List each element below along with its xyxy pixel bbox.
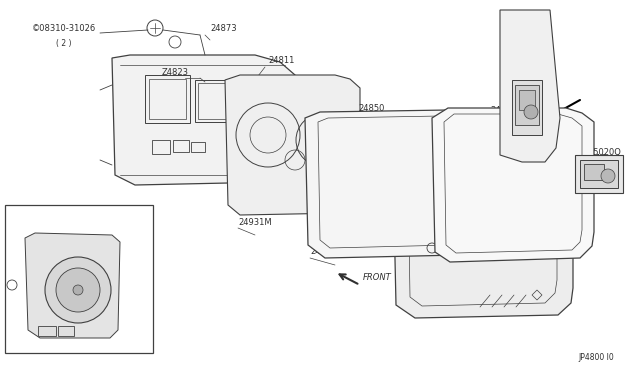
Text: 24869H: 24869H <box>10 337 40 346</box>
Polygon shape <box>25 233 120 338</box>
Circle shape <box>45 257 111 323</box>
Bar <box>58 326 74 336</box>
Bar <box>584 164 604 180</box>
Bar <box>519 90 535 110</box>
Circle shape <box>56 268 100 312</box>
Bar <box>149 79 186 119</box>
Polygon shape <box>112 55 295 185</box>
Bar <box>580 160 618 188</box>
Bar <box>38 326 56 336</box>
Text: 24873: 24873 <box>210 23 237 32</box>
Polygon shape <box>225 75 360 215</box>
Text: ©08310-31026: ©08310-31026 <box>32 23 96 32</box>
Text: 24811: 24811 <box>268 55 294 64</box>
Text: 24813: 24813 <box>580 154 607 163</box>
Bar <box>271 120 293 136</box>
Text: 24860B: 24860B <box>70 246 99 254</box>
Text: 24866E: 24866E <box>310 247 342 257</box>
Circle shape <box>73 285 83 295</box>
Text: ANALOG CLOCK: ANALOG CLOCK <box>10 208 77 217</box>
Text: FRONT: FRONT <box>363 273 392 282</box>
Circle shape <box>601 169 615 183</box>
Bar <box>575 155 623 193</box>
Bar <box>173 140 189 152</box>
Text: 24931M: 24931M <box>238 218 271 227</box>
Polygon shape <box>432 108 594 262</box>
Bar <box>152 140 170 154</box>
Circle shape <box>524 105 538 119</box>
Text: 24850: 24850 <box>358 103 385 112</box>
Polygon shape <box>393 158 573 318</box>
Text: JP4800 I0: JP4800 I0 <box>578 353 614 362</box>
Bar <box>191 142 205 152</box>
Text: 25810: 25810 <box>70 221 94 231</box>
Bar <box>237 85 259 113</box>
Bar <box>198 83 230 119</box>
Text: ( 2 ): ( 2 ) <box>56 38 72 48</box>
Bar <box>5 205 153 353</box>
Bar <box>515 85 539 125</box>
Bar <box>113 210 133 224</box>
Text: Z4823: Z4823 <box>162 67 189 77</box>
Bar <box>512 80 542 135</box>
Polygon shape <box>305 110 475 258</box>
Text: 24912: 24912 <box>490 106 516 115</box>
Bar <box>145 75 190 123</box>
Bar <box>195 80 233 122</box>
Text: 24860X: 24860X <box>10 221 40 231</box>
Polygon shape <box>500 10 560 162</box>
Text: 25020Q: 25020Q <box>588 148 621 157</box>
